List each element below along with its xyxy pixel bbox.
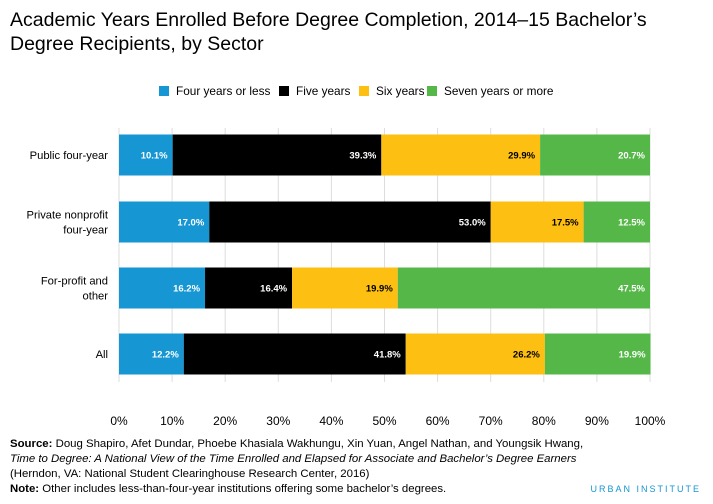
brand-logo: URBAN INSTITUTE [590,484,701,494]
x-tick-label-5: 50% [372,414,396,428]
x-tick-label-9: 90% [585,414,609,428]
y-label-1-0: Private nonprofit [27,210,109,222]
bar-3-2 [405,333,545,375]
data-label-3-3: 19.9% [619,350,646,361]
note-line: Note: Other includes less-than-four-year… [10,482,700,497]
data-label-2-3: 47.5% [618,284,645,295]
x-axis-tick-labels: 0% 10% 20% 30% 40% 50% 60% 70% 80% 90% 100% [110,414,665,428]
bar-1-3 [583,201,650,243]
legend: Four years or less Five years Six years Sev… [159,84,554,98]
data-label-1-3: 12.5% [618,218,645,229]
legend-swatch-0 [159,86,169,96]
x-tick-label-10: 100% [635,414,666,428]
legend-swatch-3 [427,86,437,96]
x-tick-label-8: 80% [532,414,556,428]
bar-2-0 [119,267,206,309]
data-label-2-1: 16.4% [260,284,287,295]
legend-label-1: Five years [296,84,351,98]
bar-3-1 [183,333,406,375]
data-label-2-0: 16.2% [173,284,200,295]
x-tick-label-7: 70% [479,414,503,428]
data-label-1-0: 17.0% [177,218,204,229]
bar-0-2 [381,134,541,176]
source-authors: Doug Shapiro, Afet Dundar, Phoebe Khasia… [55,438,584,450]
data-label-3-0: 12.2% [152,350,179,361]
x-tick-label-4: 40% [319,414,343,428]
chart-title: Academic Years Enrolled Before Degree Co… [10,9,647,55]
y-axis-labels: Public four-year Private nonprofit four-ye… [27,150,109,361]
data-label-1-2: 17.5% [552,218,579,229]
data-label-0-2: 29.9% [508,151,535,162]
bar-2-3 [397,267,650,309]
bars: 10.1% 39.3% 29.9% 20.7% 17.0% 53.0% 17.5% 12.5%… [119,134,651,375]
bar-0-1 [172,134,382,176]
y-label-3-0: All [96,349,108,361]
chart-area: Four years or less Five years Six years Sev… [27,84,666,428]
source-label: Source: [10,438,53,450]
legend-label-2: Six years [376,84,425,98]
y-label-0-0: Public four-year [30,150,109,162]
y-label-1-1: four-year [63,225,108,237]
source-publisher: (Herndon, VA: National Student Clearingh… [10,468,370,480]
x-tick-label-6: 60% [426,414,450,428]
y-label-2-1: other [83,291,109,303]
bar-2-2 [292,267,398,309]
data-label-1-1: 53.0% [459,218,486,229]
source-title: Time to Degree: A National View of the T… [10,453,577,465]
x-tick-label-1: 10% [160,414,184,428]
data-label-2-2: 19.9% [366,284,393,295]
bar-2-1 [205,267,293,309]
source-line-1: Source: Doug Shapiro, Afet Dundar, Phoeb… [10,437,700,452]
legend-label-3: Seven years or more [444,84,554,98]
bar-0-3 [540,134,650,176]
bar-3-0 [119,333,184,375]
data-label-0-0: 10.1% [141,151,168,162]
legend-label-0: Four years or less [176,84,271,98]
bar-1-0 [119,201,210,243]
bar-1-2 [490,201,584,243]
x-tick-label-0: 0% [110,414,128,428]
x-tick-label-3: 30% [266,414,290,428]
note-label: Note: [10,483,40,495]
legend-swatch-2 [359,86,369,96]
x-tick-label-2: 20% [213,414,237,428]
note-text: Other includes less-than-four-year insti… [42,483,447,495]
legend-swatch-1 [279,86,289,96]
y-label-2-0: For-profit and [41,276,108,288]
data-label-0-1: 39.3% [349,151,376,162]
bar-0-0 [119,134,173,176]
data-label-3-1: 41.8% [374,350,401,361]
data-label-0-3: 20.7% [618,151,645,162]
bar-3-3 [544,333,651,375]
bar-1-1 [209,201,491,243]
data-label-3-2: 26.2% [513,350,540,361]
